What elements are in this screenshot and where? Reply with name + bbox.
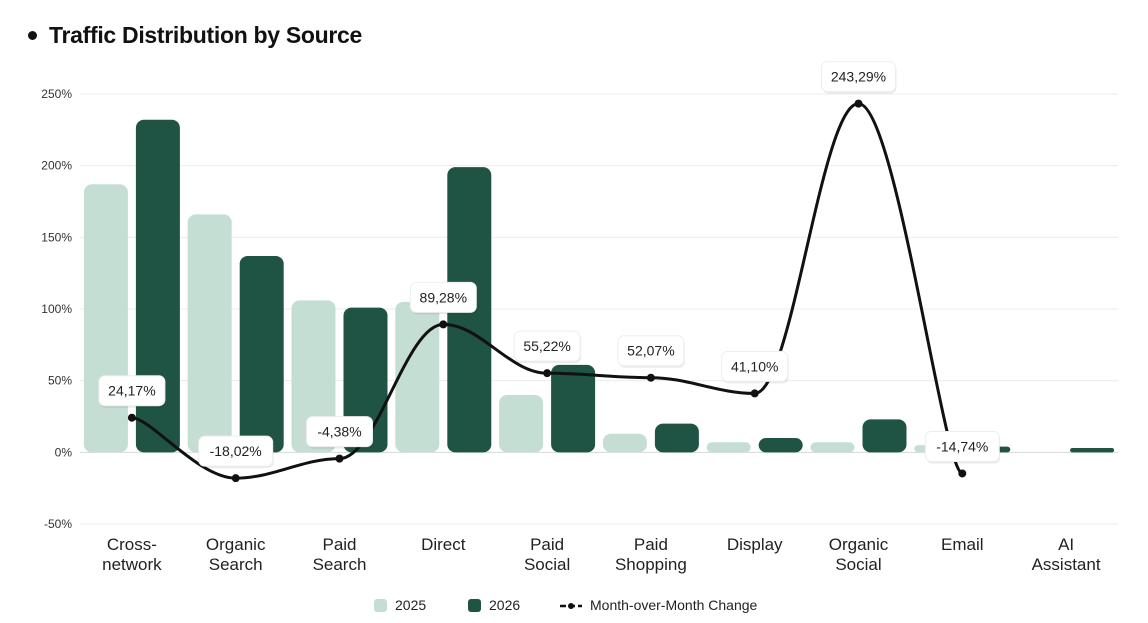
y-tick-label: 200% bbox=[41, 159, 72, 173]
legend-swatch-2026 bbox=[468, 599, 481, 612]
data-label: -18,02% bbox=[210, 443, 262, 459]
data-label: -14,74% bbox=[936, 438, 988, 454]
bar-2025[interactable] bbox=[395, 301, 440, 453]
x-tick-label: Organic Social bbox=[829, 535, 889, 574]
title-bullet-icon bbox=[28, 31, 37, 40]
mom-change-point[interactable] bbox=[127, 413, 136, 422]
mom-change-point[interactable] bbox=[439, 320, 448, 329]
data-label: 55,22% bbox=[523, 338, 570, 354]
data-label: 243,29% bbox=[831, 69, 886, 85]
bar-2025[interactable] bbox=[602, 433, 647, 453]
mom-change-point[interactable] bbox=[750, 389, 759, 398]
mom-change-point[interactable] bbox=[231, 474, 240, 483]
data-label-box bbox=[409, 281, 477, 313]
y-tick-label: -50% bbox=[44, 517, 72, 531]
mom-change-point[interactable] bbox=[543, 369, 552, 378]
bar-2026[interactable] bbox=[654, 423, 699, 453]
bar-2025[interactable] bbox=[83, 184, 128, 453]
y-tick-label: 250% bbox=[41, 87, 72, 101]
chart-title: Traffic Distribution by Source bbox=[49, 22, 363, 48]
x-tick-label: Paid Shopping bbox=[615, 535, 687, 574]
data-label: 41,10% bbox=[731, 358, 778, 374]
data-label: 52,07% bbox=[627, 343, 674, 359]
data-label-box bbox=[513, 330, 581, 362]
data-label: 89,28% bbox=[420, 289, 467, 305]
mom-change-point[interactable] bbox=[646, 373, 655, 382]
data-label-box bbox=[306, 416, 373, 448]
chart-title-wrap: Traffic Distribution by Source bbox=[28, 22, 362, 49]
bar-2026[interactable] bbox=[239, 255, 284, 453]
bar-2026[interactable] bbox=[135, 119, 180, 453]
x-tick-label: Direct bbox=[421, 535, 466, 554]
mom-change-point[interactable] bbox=[854, 99, 863, 108]
data-label-box bbox=[617, 335, 685, 367]
bar-2026[interactable] bbox=[551, 364, 596, 453]
data-label-box bbox=[924, 430, 1000, 462]
data-label: 24,17% bbox=[108, 383, 155, 399]
x-tick-label: Email bbox=[941, 535, 984, 554]
mom-change-point[interactable] bbox=[958, 469, 967, 478]
legend-label: 2026 bbox=[489, 597, 520, 613]
bar-2026[interactable] bbox=[862, 419, 907, 453]
y-tick-label: 150% bbox=[41, 230, 72, 244]
legend-line-dot bbox=[568, 603, 574, 609]
legend-label: 2025 bbox=[395, 597, 426, 613]
data-label-box bbox=[821, 61, 896, 93]
x-tick-label: Cross-network bbox=[102, 535, 162, 574]
legend-label: Month-over-Month Change bbox=[590, 597, 758, 613]
bar-2025[interactable] bbox=[706, 442, 751, 453]
data-label-box bbox=[98, 375, 166, 407]
data-label-box bbox=[721, 350, 789, 382]
bar-2025[interactable] bbox=[187, 214, 232, 453]
x-tick-label: Paid Search bbox=[313, 535, 367, 574]
mom-change-point[interactable] bbox=[335, 454, 344, 463]
x-tick-label: Paid Social bbox=[524, 535, 570, 574]
bar-2026[interactable] bbox=[1070, 448, 1115, 453]
x-tick-label: Display bbox=[727, 535, 783, 554]
bar-2025[interactable] bbox=[291, 300, 336, 453]
x-tick-label: AI Assistant bbox=[1032, 535, 1101, 574]
bar-2026[interactable] bbox=[758, 438, 803, 453]
bar-2025[interactable] bbox=[810, 442, 855, 453]
y-tick-label: 0% bbox=[55, 445, 73, 459]
bar-2025[interactable] bbox=[499, 395, 544, 453]
data-label-box bbox=[198, 435, 274, 467]
y-tick-label: 100% bbox=[41, 302, 72, 316]
x-tick-label: Organic Search bbox=[206, 535, 266, 574]
legend-swatch-2025 bbox=[374, 599, 387, 612]
y-tick-label: 50% bbox=[48, 374, 72, 388]
data-label: -4,38% bbox=[317, 424, 361, 440]
